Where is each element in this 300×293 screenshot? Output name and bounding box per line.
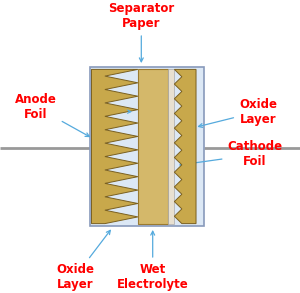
- Text: Separator
Paper: Separator Paper: [108, 2, 174, 62]
- Text: Oxide
Layer: Oxide Layer: [199, 98, 277, 127]
- Text: Cathode
Foil: Cathode Foil: [180, 140, 283, 168]
- Text: Wet
Electrolyte: Wet Electrolyte: [117, 231, 189, 291]
- FancyBboxPatch shape: [90, 67, 204, 226]
- Bar: [167, 69, 174, 224]
- Polygon shape: [174, 69, 196, 224]
- Text: Anode
Foil: Anode Foil: [15, 93, 89, 137]
- Bar: [138, 69, 167, 224]
- Polygon shape: [92, 69, 138, 224]
- Text: Oxide
Layer: Oxide Layer: [56, 230, 110, 291]
